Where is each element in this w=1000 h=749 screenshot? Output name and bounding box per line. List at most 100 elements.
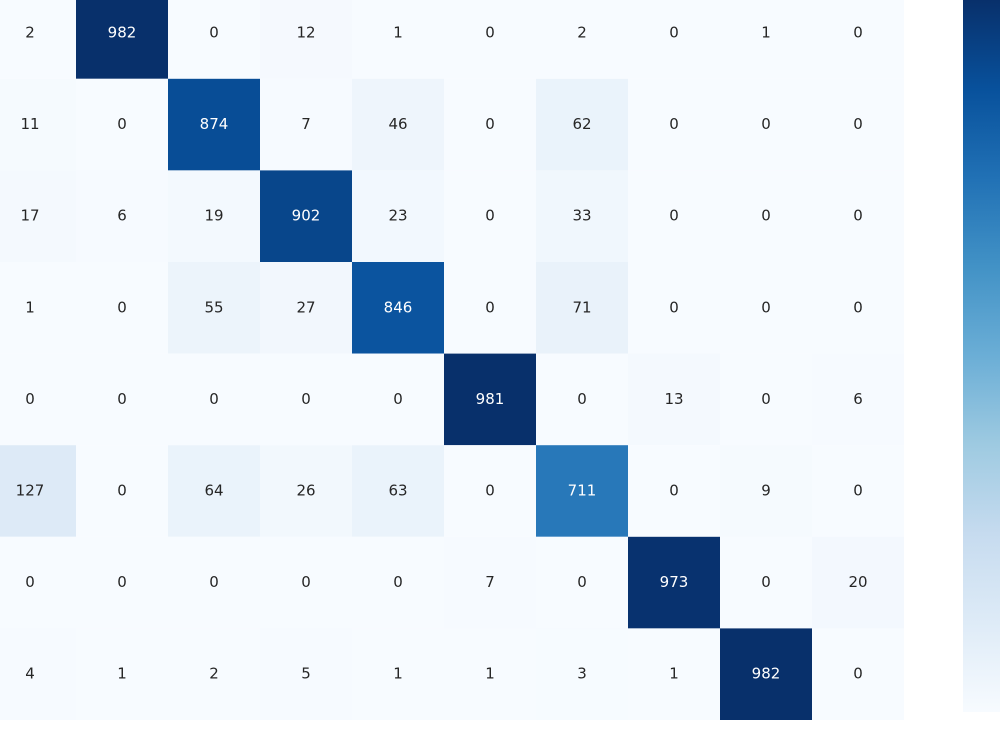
- cell-label: 23: [388, 207, 407, 225]
- cell-label: 55: [204, 298, 223, 316]
- cell-label: 4: [25, 665, 35, 683]
- cell-label: 62: [572, 115, 591, 133]
- heatmap-cell: [536, 353, 628, 446]
- cell-label: 2: [209, 665, 219, 683]
- cell-label: 0: [485, 207, 495, 225]
- cell-label: 0: [761, 573, 771, 591]
- cell-label: 1: [485, 665, 495, 683]
- cell-label: 982: [752, 665, 781, 683]
- heatmap-cell: [812, 0, 904, 79]
- cell-label: 0: [669, 298, 679, 316]
- cell-label: 0: [669, 115, 679, 133]
- heatmap-cell: [628, 78, 720, 171]
- heatmap-cell: [536, 445, 628, 537]
- cell-label: 63: [388, 482, 407, 500]
- heatmap-cell: [628, 262, 720, 354]
- cell-label: 982: [108, 24, 137, 42]
- cell-label: 981: [476, 390, 505, 408]
- heatmap-cell: [76, 0, 168, 79]
- heatmap-cell: [536, 536, 628, 629]
- heatmap-cell: [720, 353, 812, 446]
- heatmap-cell: [76, 78, 168, 171]
- cell-label: 0: [853, 115, 863, 133]
- cell-label: 0: [853, 298, 863, 316]
- heatmap-cell: [352, 78, 444, 171]
- colorbar: [963, 0, 1000, 712]
- cell-label: 0: [853, 24, 863, 42]
- cell-label: 1: [117, 665, 127, 683]
- heatmap-cell: [260, 353, 352, 446]
- cell-label: 5: [301, 665, 311, 683]
- cell-label: 0: [25, 390, 35, 408]
- cell-label: 7: [485, 573, 495, 591]
- heatmap-cell: [0, 170, 76, 262]
- heatmap-cell: [812, 536, 904, 629]
- heatmap-cell: [168, 445, 260, 537]
- heatmap-cell: [168, 628, 260, 720]
- heatmap-cell: [720, 262, 812, 354]
- heatmap-cell: [168, 262, 260, 354]
- heatmap-cell: [76, 536, 168, 629]
- cell-label: 0: [669, 207, 679, 225]
- cell-label: 0: [485, 115, 495, 133]
- cell-label: 127: [16, 482, 45, 500]
- cell-label: 3: [577, 665, 587, 683]
- cell-label: 711: [568, 482, 597, 500]
- heatmap-cell: [720, 0, 812, 79]
- heatmap-cell: [720, 78, 812, 171]
- cell-label: 0: [209, 24, 219, 42]
- heatmap-cell: [76, 445, 168, 537]
- heatmap-cell: [536, 262, 628, 354]
- cell-label: 0: [853, 482, 863, 500]
- heatmap-cell: [628, 536, 720, 629]
- heatmap-cell: [168, 78, 260, 171]
- cell-label: 1: [25, 298, 35, 316]
- heatmap-cell: [168, 536, 260, 629]
- cell-label: 6: [117, 207, 127, 225]
- cell-label: 0: [393, 390, 403, 408]
- cell-label: 9: [761, 482, 771, 500]
- cell-label: 0: [25, 573, 35, 591]
- heatmap-cell: [444, 445, 536, 537]
- cell-label: 12: [296, 24, 315, 42]
- heatmap-cell: [168, 353, 260, 446]
- heatmap-cell: [0, 628, 76, 720]
- heatmap-cell: [76, 262, 168, 354]
- heatmap-cell: [720, 170, 812, 262]
- cell-label: 0: [485, 24, 495, 42]
- heatmap-cell: [444, 628, 536, 720]
- cell-label: 64: [204, 482, 223, 500]
- heatmap-cell: [628, 0, 720, 79]
- cell-label: 0: [669, 482, 679, 500]
- heatmap-cell: [352, 262, 444, 354]
- heatmap-cell: [720, 628, 812, 720]
- cell-label: 0: [761, 390, 771, 408]
- cell-label: 1: [669, 665, 679, 683]
- heatmap-cell: [352, 170, 444, 262]
- cell-label: 0: [301, 390, 311, 408]
- cell-label: 0: [117, 390, 127, 408]
- cell-label: 0: [117, 482, 127, 500]
- heatmap-cell: [76, 170, 168, 262]
- cell-label: 0: [761, 115, 771, 133]
- heatmap-cell: [76, 628, 168, 720]
- heatmap-cell: [260, 262, 352, 354]
- heatmap-cell: [0, 536, 76, 629]
- heatmap-cell: [352, 628, 444, 720]
- heatmap-cell: [628, 353, 720, 446]
- heatmap-cell: [812, 170, 904, 262]
- heatmap-cell: [168, 170, 260, 262]
- cell-label: 874: [200, 115, 229, 133]
- cell-label: 0: [761, 298, 771, 316]
- cell-label: 11: [20, 115, 39, 133]
- heatmap-cell: [260, 536, 352, 629]
- heatmap-cell: [444, 536, 536, 629]
- cell-label: 0: [485, 298, 495, 316]
- cell-label: 17: [20, 207, 39, 225]
- heatmap-cell: [0, 262, 76, 354]
- cell-label: 20: [848, 573, 867, 591]
- cell-label: 1: [393, 665, 403, 683]
- heatmap-cell: [352, 353, 444, 446]
- heatmap-cell: [260, 170, 352, 262]
